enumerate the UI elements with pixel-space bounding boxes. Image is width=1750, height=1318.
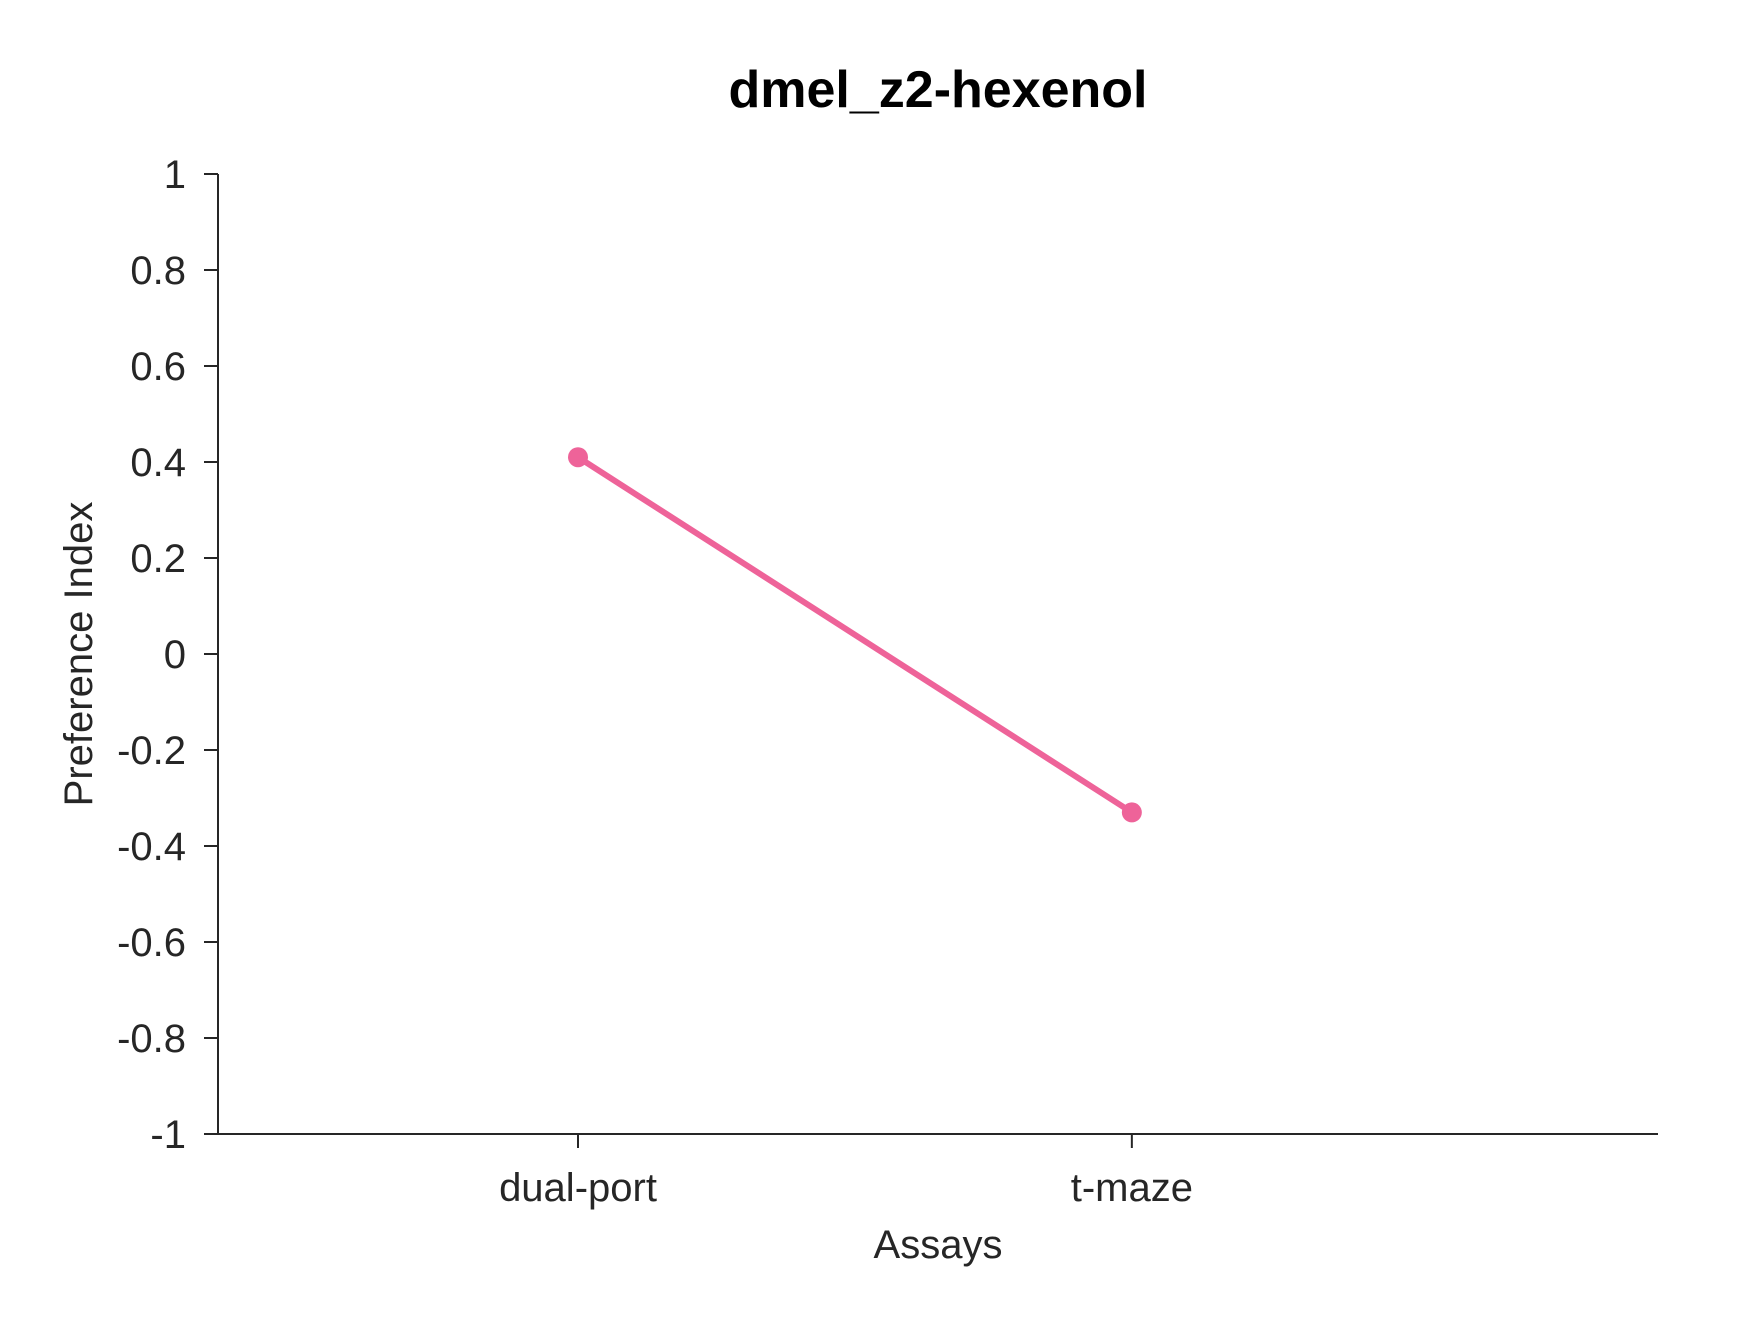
series-layer xyxy=(568,447,1142,823)
x-tick-label: t-maze xyxy=(1071,1166,1193,1210)
y-tick-label: -0.2 xyxy=(117,729,186,773)
y-tick-label: 0 xyxy=(164,633,186,677)
data-point xyxy=(568,447,588,468)
y-ticks: 1 0.8 0.6 0.4 0.2 0 -0.2 -0.4 -0.6 -0.8 -1 xyxy=(117,153,218,1157)
x-ticks: dual-port t-maze xyxy=(499,1134,1193,1210)
chart-title: dmel_z2-hexenol xyxy=(728,61,1147,119)
x-axis-label: Assays xyxy=(874,1223,1003,1267)
y-tick-label: 0.8 xyxy=(130,249,186,293)
data-point xyxy=(1121,802,1142,823)
x-tick-label: dual-port xyxy=(499,1166,657,1210)
y-tick-label: 1 xyxy=(164,153,186,197)
y-tick-label: -0.6 xyxy=(117,921,186,965)
y-tick-label: 0.2 xyxy=(130,537,186,581)
y-tick-label: -0.8 xyxy=(117,1017,186,1061)
y-axis-label: Preference Index xyxy=(57,502,101,807)
y-tick-label: 0.6 xyxy=(130,345,186,389)
y-tick-label: 0.4 xyxy=(130,441,186,485)
y-tick-label: -1 xyxy=(150,1113,186,1157)
y-tick-label: -0.4 xyxy=(117,825,186,869)
series-line xyxy=(575,454,1135,816)
